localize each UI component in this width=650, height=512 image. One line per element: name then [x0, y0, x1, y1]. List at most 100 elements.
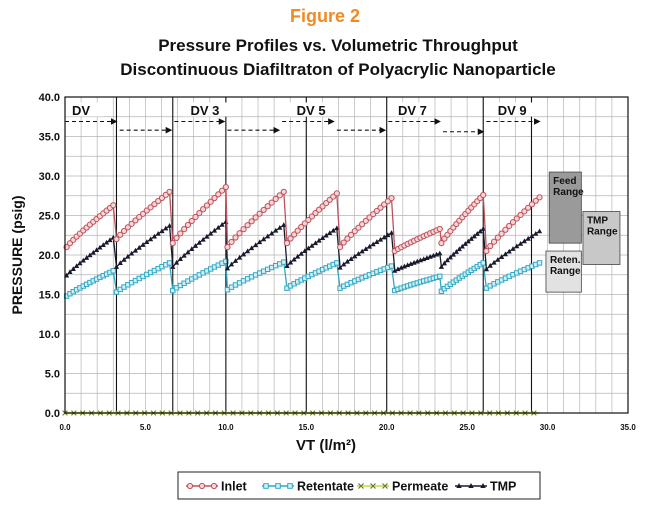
inlet-point — [351, 228, 358, 235]
legend-marker — [456, 483, 462, 488]
inlet-point — [480, 191, 487, 199]
tmp-point — [132, 247, 139, 253]
legend-marker — [287, 483, 293, 489]
inlet-point — [240, 226, 247, 233]
inlet-point — [333, 190, 340, 197]
tmp-point — [200, 236, 206, 242]
tmp-point — [80, 257, 86, 263]
legend-marker — [370, 483, 376, 489]
tmp-point — [74, 263, 80, 269]
tmp-point — [103, 239, 110, 245]
inlet-point — [272, 195, 279, 203]
tmp-point — [462, 241, 468, 246]
inlet-point — [502, 226, 509, 233]
inlet-point — [120, 227, 128, 235]
tmp-point — [117, 260, 123, 266]
tmp-point — [121, 256, 127, 262]
tmp-point — [281, 222, 287, 227]
axes: 0.0 5.0 10.0 15.0 20.0 25.0 30.0 35.0 40.0 0.0 5.0… — [39, 92, 637, 432]
tmp-point — [411, 259, 417, 265]
inlet-point — [244, 222, 251, 229]
x-axis-label: VT (l/m²) — [296, 437, 356, 454]
tmp-point — [499, 254, 505, 259]
tmp-point — [517, 240, 524, 246]
inlet-point — [128, 220, 135, 227]
tmp-point — [401, 263, 408, 269]
y-tick-label: 20.0 — [39, 250, 60, 262]
inlet-point — [196, 209, 203, 217]
tmp-point — [215, 224, 221, 230]
tmp-point — [392, 268, 398, 273]
inlet-point — [355, 224, 362, 231]
inlet-point — [252, 214, 259, 221]
y-tick-label: 15.0 — [39, 290, 60, 302]
tmp-point — [97, 244, 103, 250]
inlet-point — [222, 183, 229, 191]
tmp-point — [295, 253, 301, 259]
legend-marker — [382, 483, 388, 489]
tmp-point — [506, 248, 512, 254]
tmp-point — [477, 228, 483, 234]
inlet-point — [139, 210, 147, 217]
tmp-point — [344, 258, 351, 264]
inlet-point — [490, 238, 498, 245]
legend-label: Retentate — [297, 480, 354, 494]
legend-marker — [358, 483, 364, 489]
tmp-point — [204, 233, 210, 239]
tmp-point — [377, 236, 384, 242]
dv-boundaries — [115, 97, 533, 413]
inlet-series — [63, 183, 543, 255]
legend-label: Inlet — [221, 480, 248, 494]
tmp-point — [181, 252, 187, 258]
figure-label: Figure 2 — [290, 6, 360, 26]
inlet-point — [113, 236, 120, 243]
chart-subtitle: Discontinuous Diafiltraton of Polyacryli… — [120, 60, 555, 79]
tmp-point — [327, 230, 333, 236]
legend-marker — [186, 482, 194, 490]
tmp-point — [483, 266, 490, 272]
tmp-point — [438, 264, 445, 269]
tmp-point — [437, 250, 443, 256]
tmp-point — [330, 227, 336, 233]
tmp-point — [305, 245, 311, 251]
y-axis-label: PRESSURE (psig) — [9, 195, 25, 314]
tmp-point — [320, 235, 326, 241]
tmp-point — [495, 256, 501, 262]
range-box — [548, 171, 582, 244]
inlet-point — [294, 227, 301, 234]
inlet-point — [436, 225, 443, 233]
tmp-point — [224, 265, 231, 271]
legend-item-tmp: TMP — [455, 480, 516, 494]
inlet-point — [498, 230, 505, 237]
retentate-point — [113, 289, 120, 295]
inlet-point — [283, 240, 291, 247]
range-box-label: TMP — [587, 216, 608, 227]
retentate-point — [281, 259, 287, 265]
tmp-point — [381, 234, 387, 240]
inlet-point — [362, 217, 369, 224]
chart-title: Pressure Profiles vs. Volumetric Through… — [158, 36, 518, 55]
stage-label-bg — [59, 102, 104, 117]
tmp-point — [298, 250, 304, 256]
inlet-point — [211, 194, 218, 202]
tmp-point — [125, 253, 131, 259]
grid — [64, 96, 629, 414]
inlet-point — [347, 231, 355, 238]
stage-label-bg — [182, 102, 227, 117]
y-tick-label: 0.0 — [45, 408, 60, 420]
inlet-point — [110, 202, 117, 209]
inlet-point — [177, 230, 184, 237]
tmp-point — [405, 262, 411, 268]
stage-label: DV 7 — [398, 103, 427, 118]
inlet-point — [513, 215, 520, 222]
tmp-point — [385, 232, 391, 238]
legend-label: Permeate — [392, 480, 448, 494]
tmp-point — [536, 228, 543, 234]
tmp-point — [185, 249, 191, 255]
stage-label: DV 9 — [498, 103, 527, 118]
tmp-point — [173, 259, 180, 265]
inlet-point — [301, 220, 308, 227]
inlet-point — [521, 208, 528, 215]
tmp-point — [468, 236, 474, 241]
